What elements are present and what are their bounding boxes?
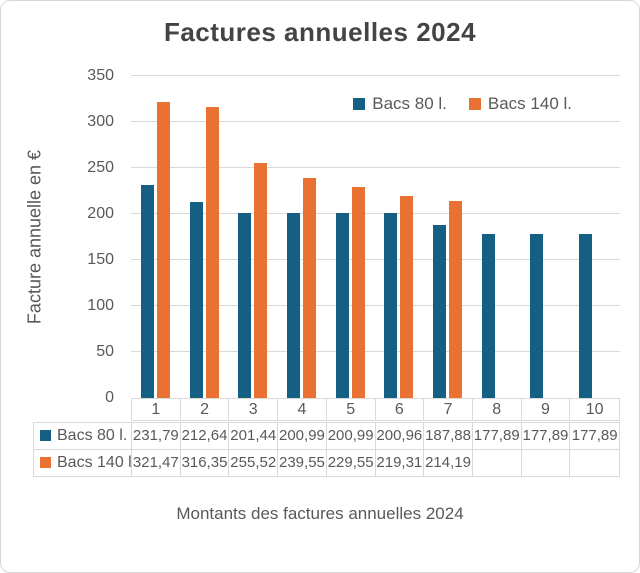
y-tick-label: 250 [87,159,114,176]
bar-bacs-140-l- [156,102,170,398]
y-tick-label: 150 [87,251,114,268]
table-value-cell: 187,88 [424,423,473,450]
bar-column-4 [277,76,326,398]
y-tick-label: 50 [96,343,114,360]
bars-layer [131,76,620,398]
bar-bacs-140-l- [351,186,365,398]
bar-bacs-80-l- [481,234,495,398]
gridline [131,259,620,260]
table-value-cell: 321,47 [132,449,181,476]
x-axis-label: 10 [585,400,604,418]
x-axis-label: 3 [229,399,279,420]
plot-area: Bacs 80 l. Bacs 140 l. [131,75,620,398]
table-series-name: Bacs 140 l. [57,453,132,471]
bar-bacs-80-l- [579,234,593,398]
gridline [131,75,620,76]
table-value-cell: 229,55 [327,449,376,476]
table-value-cell: 177,89 [570,423,619,450]
x-axis-label: 6 [376,399,425,420]
x-axis-label: 9 [522,399,571,420]
table-key-icon [40,430,51,442]
table-value-cell [473,449,522,476]
x-axis-label: 7 [424,399,473,420]
x-axis-title: Montants des factures annuelles 2024 [176,504,464,523]
table-value-cell: 200,96 [375,423,425,450]
bar-column-5 [326,76,375,398]
bar-column-10 [569,76,618,398]
bar-bacs-140-l- [302,177,316,398]
legend: Bacs 80 l. Bacs 140 l. [353,94,572,114]
table-value-cell: 212,64 [180,423,230,450]
legend-item-bacs-80: Bacs 80 l. [353,94,447,114]
table-value-cell: 177,89 [472,423,522,450]
legend-label-bacs-140: Bacs 140 l. [487,94,572,113]
gridline [131,305,620,306]
bar-bacs-140-l- [205,106,219,398]
table-value-cell: 200,99 [326,423,376,450]
bar-column-1 [131,76,180,398]
x-axis-label: 8 [473,399,522,420]
bar-bacs-140-l- [254,162,268,398]
bar-bacs-80-l- [238,212,252,398]
table-value-cell [570,450,619,477]
table-value-cell: 316,35 [181,449,230,476]
bar-bacs-140-l- [449,200,463,398]
bar-bacs-80-l- [433,225,447,398]
data-table: Bacs 80 l. 231,79 212,64 201,44 200,99 200,99… [33,422,620,477]
y-tick-label: 0 [105,389,114,406]
table-series-name: Bacs 80 l. [57,426,128,444]
x-axis-label: 1 [132,399,181,420]
x-axis-label: 5 [327,399,376,420]
gridline [131,121,620,122]
table-key-icon [40,457,51,469]
bar-column-6 [375,76,424,398]
bar-column-3 [228,76,277,398]
legend-swatch-bacs-80-icon [353,98,366,110]
table-value-cell: 214,19 [424,449,473,476]
y-tick-label: 200 [87,205,114,222]
y-tick-label: 300 [87,113,114,130]
table-value-cell: 201,44 [229,423,279,450]
legend-label-bacs-80: Bacs 80 l. [372,94,447,113]
legend-swatch-bacs-140-icon [468,98,481,110]
table-value-cell: 255,52 [229,449,279,476]
x-axis-category-labels: 1 2 3 4 5 6 7 8 9 10 [131,398,620,421]
table-value-cell: 219,31 [376,449,425,476]
bar-bacs-80-l- [140,184,154,398]
bar-bacs-80-l- [335,213,349,398]
y-tick-label: 350 [87,67,114,84]
bar-bacs-80-l- [189,202,203,398]
table-value-cell: 177,89 [521,423,571,450]
y-axis-tick-labels: 0 50 100 150 200 250 300 350 [1,67,114,406]
table-series-label: Bacs 80 l. [34,423,132,450]
bar-bacs-140-l- [400,196,414,398]
bar-column-8 [472,76,521,398]
x-axis-label: 2 [181,399,230,420]
bar-bacs-80-l- [384,213,398,398]
gridline [131,167,620,168]
gridline [131,213,620,214]
table-value-cell [522,449,571,476]
gridline [131,351,620,352]
table-value-cell: 231,79 [132,423,181,450]
bar-column-7 [423,76,472,398]
table-series-label: Bacs 140 l. [34,449,132,476]
bar-bacs-80-l- [286,213,300,398]
bar-column-9 [521,76,570,398]
x-axis-label: 4 [278,399,327,420]
chart-title: Factures annuelles 2024 [163,17,477,47]
legend-item-bacs-140: Bacs 140 l. [468,94,572,114]
bar-column-2 [180,76,229,398]
y-tick-label: 100 [87,297,114,314]
table-value-cell: 200,99 [278,423,327,450]
table-value-cell: 239,55 [278,449,327,476]
bar-bacs-80-l- [530,234,544,398]
